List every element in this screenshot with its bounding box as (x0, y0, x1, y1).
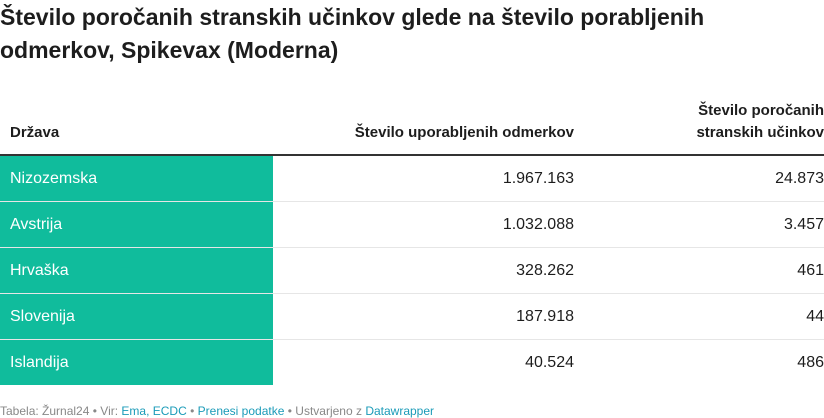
side-effects-cell: 461 (797, 262, 824, 279)
table-header: Država Število uporabljenih odmerkov Šte… (0, 92, 824, 156)
table-credit: Tabela: Žurnal24 (0, 404, 90, 418)
side-effects-cell: 486 (797, 354, 824, 371)
column-header-doses[interactable]: Število uporabljenih odmerkov (354, 124, 574, 141)
table-row: Nizozemska 1.967.163 24.873 (0, 156, 824, 202)
chart-footer: Tabela: Žurnal24 • Vir: Ema, ECDC • Pren… (0, 404, 434, 418)
country-cell: Islandija (0, 340, 273, 385)
column-header-country[interactable]: Država (10, 124, 60, 141)
table-row: Avstrija 1.032.088 3.457 (0, 202, 824, 248)
doses-cell: 1.032.088 (502, 216, 574, 233)
side-effects-cell: 24.873 (775, 170, 824, 187)
table-row: Islandija 40.524 486 (0, 340, 824, 385)
table-body: Nizozemska 1.967.163 24.873 Avstrija 1.0… (0, 156, 824, 385)
doses-cell: 328.262 (516, 262, 574, 279)
datawrapper-link[interactable]: Datawrapper (365, 404, 435, 418)
footer-separator: • (190, 404, 195, 418)
table-row: Slovenija 187.918 44 (0, 294, 824, 340)
side-effects-cell: 44 (806, 308, 824, 325)
country-cell: Slovenija (0, 294, 273, 339)
source-link[interactable]: Ema, ECDC (121, 404, 187, 418)
footer-separator: • (287, 404, 292, 418)
download-data-link[interactable]: Prenesi podatke (197, 404, 285, 418)
data-table: Država Število uporabljenih odmerkov Šte… (0, 92, 824, 385)
table-row: Hrvaška 328.262 461 (0, 248, 824, 294)
doses-cell: 40.524 (525, 354, 574, 371)
column-header-side-effects[interactable]: Število poročanih stranskih učinkov (696, 102, 824, 141)
chart-title: Število poročanih stranskih učinkov gled… (0, 4, 705, 63)
doses-cell: 1.967.163 (502, 170, 574, 187)
country-cell: Nizozemska (0, 156, 273, 201)
source-label: Vir: (100, 404, 119, 418)
footer-separator: • (92, 404, 97, 418)
doses-cell: 187.918 (516, 308, 574, 325)
country-cell: Avstrija (0, 202, 273, 247)
country-cell: Hrvaška (0, 248, 273, 293)
made-with-label: Ustvarjeno z (295, 404, 362, 418)
side-effects-cell: 3.457 (783, 216, 824, 233)
